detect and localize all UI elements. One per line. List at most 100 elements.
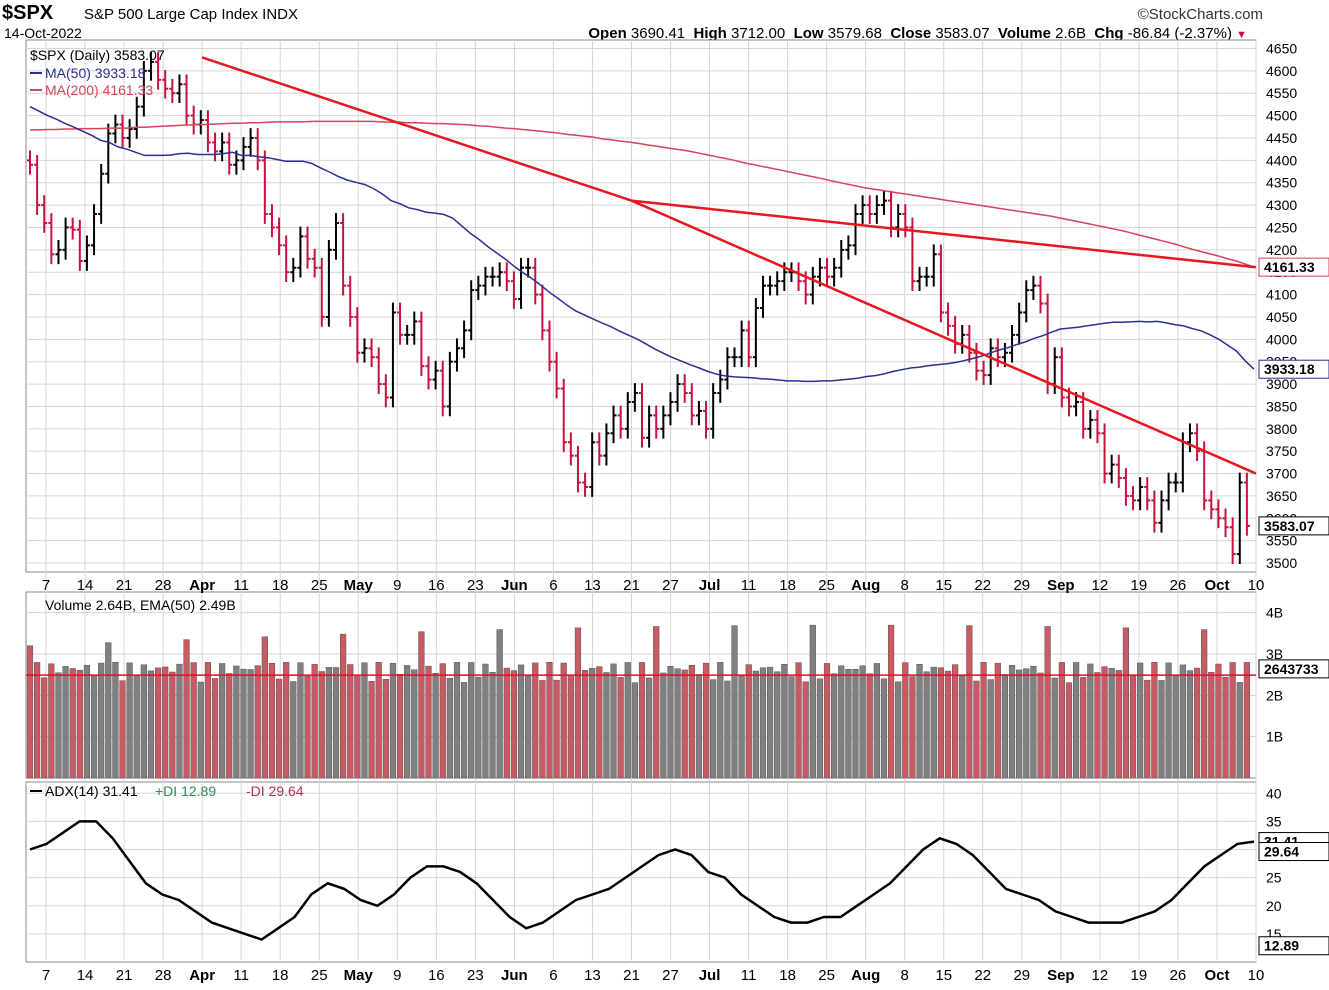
volume-bar [816,678,824,779]
volume-bar [738,675,745,779]
price-tick-label: 3650 [1266,488,1297,504]
volume-bar [496,629,503,779]
price-tick-label: 4450 [1266,130,1297,146]
price-value-tag-bg [1258,516,1329,536]
x-tick-label: 13 [584,967,601,984]
close-value: 3583.07 [935,25,990,42]
x-tick-label: Apr [189,967,215,984]
volume-bar [774,671,781,779]
volume-bar [290,681,297,779]
volume-bar [183,639,190,779]
volume-bar [389,662,397,779]
volume-bar [1030,666,1037,779]
volume-bar [930,666,937,779]
volume-bar [1129,674,1137,779]
volume-bar [404,665,411,779]
volume-bar [802,681,809,779]
volume-bar [211,678,219,779]
x-tick-label: Jun [501,967,528,984]
x-tick-label: 9 [393,967,401,984]
chg-value: -86.84 (-2.37%) [1127,25,1232,42]
volume-bar [866,673,873,779]
volume-bar [596,666,603,779]
low-label: Low [793,25,824,42]
volume-bar [482,663,489,779]
volume-bar [638,662,646,779]
volume-bar [759,667,767,779]
volume-bar [332,667,340,779]
volume-bar [489,671,496,779]
volume-bar [55,672,62,779]
x-tick-label: 15 [935,967,952,984]
volume-bar [69,668,76,779]
x-tick-label: 25 [311,967,328,984]
price-tick-label: 4200 [1266,242,1297,258]
volume-bar [275,678,283,779]
adx-value-tag-bg [1258,842,1329,862]
price-value-tag: 3583.07 [1264,518,1315,534]
price-value-tag: 3933.18 [1264,361,1315,377]
volume-bar [1108,668,1115,779]
volume-bar [233,665,240,779]
volume-bar [48,663,55,779]
x-tick-label: 8 [901,577,909,594]
volume-bar [1051,677,1058,779]
high-label: High [693,25,727,42]
x-tick-label: 28 [155,577,172,594]
volume-bar [731,625,738,779]
x-tick-label: 25 [818,577,835,594]
volume-bar [453,662,461,779]
volume-bar [646,677,653,779]
x-tick-label: 18 [272,577,289,594]
volume-bar [1243,662,1250,779]
x-tick-label: May [344,577,374,594]
high-value: 3712.00 [730,25,786,42]
volume-bar [98,662,105,779]
price-legend-main: $SPX (Daily) 3583.07 [30,47,165,63]
volume-bar [1001,674,1009,779]
volume-bar [1016,669,1023,779]
x-tick-label: 15 [935,577,952,594]
volume-bar [446,677,453,779]
adx-value-tag-bg [1258,936,1329,956]
volume-bar [468,662,475,779]
price-tick-label: 4250 [1266,219,1297,235]
volume-bar [966,625,973,779]
volume-bar [980,662,987,779]
x-tick-label: 11 [741,577,757,594]
volume-bar [34,662,41,779]
price-tick-label: 3550 [1266,533,1297,549]
volume-tick-label: 4B [1266,605,1283,621]
volume-bar [1122,627,1130,779]
volume-bar [1044,626,1051,779]
x-tick-label: 29 [1013,577,1030,594]
x-tick-label: 28 [155,967,172,984]
x-tick-label: 29 [1013,967,1030,984]
x-tick-label: 22 [974,577,991,594]
x-tick-label: 13 [584,577,601,594]
volume-bar [204,662,212,779]
volume-bar [1137,662,1144,779]
price-tick-label: 3500 [1266,555,1297,571]
volume-bar [105,642,112,779]
volume-bar [1094,672,1101,779]
price-tick-label: 4650 [1266,40,1297,56]
adx-tick-label: 25 [1266,870,1282,886]
volume-bar [781,663,788,779]
volume-bar [133,675,140,779]
x-tick-label: 6 [549,577,557,594]
x-tick-label: 23 [467,967,484,984]
volume-bar [1151,662,1158,779]
price-tick-label: 4500 [1266,108,1297,124]
volume-bar [944,670,952,779]
volume-bar [439,663,446,779]
ma50-line [29,105,1255,383]
price-value-tag-bg [1258,257,1329,277]
adx-value-tag: 29.64 [1264,844,1299,860]
volume-bar [268,663,276,779]
trendline [630,199,1257,475]
volume-bar [902,662,909,779]
x-tick-label: Oct [1204,577,1229,594]
price-tick-label: 3700 [1266,466,1297,482]
volume-bar [190,662,197,779]
